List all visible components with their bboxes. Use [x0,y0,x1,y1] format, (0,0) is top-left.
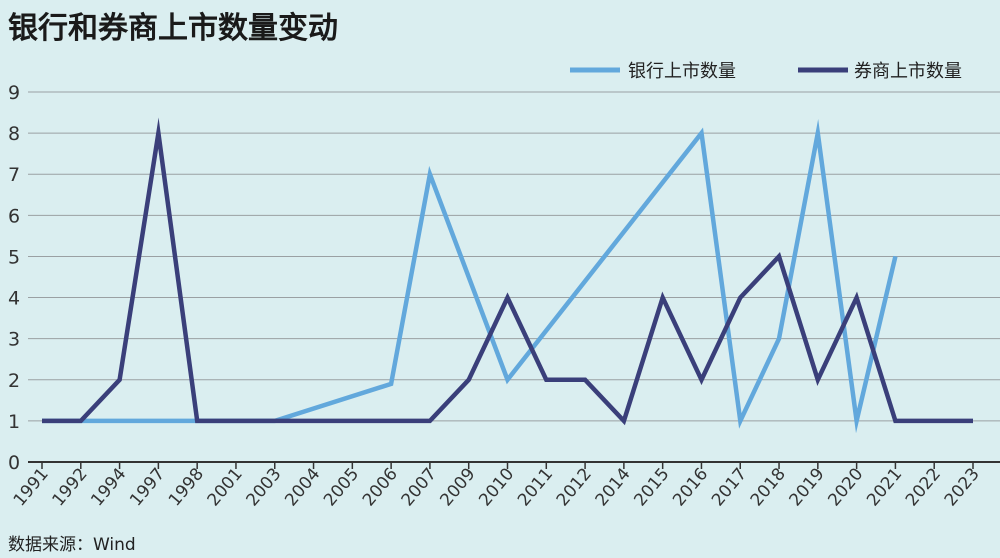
y-axis-ticks: 0 1 2 3 4 5 6 7 8 9 [8,82,20,474]
y-tick-label: 3 [8,329,20,351]
y-tick-label: 6 [8,205,20,227]
x-tick-label: 2017 [708,464,751,510]
x-tick-label: 2004 [281,464,324,510]
x-tick-label: 2022 [902,464,945,510]
x-tick-label: 2015 [630,464,673,510]
x-tick-label: 2023 [941,464,984,510]
y-tick-label: 4 [8,288,20,310]
y-tick-label: 8 [8,123,20,145]
x-axis: 1991199219941997199820012003200420052006… [10,461,1000,510]
y-tick-label: 9 [8,82,20,104]
x-tick-label: 2010 [475,464,518,510]
y-tick-label: 2 [8,370,20,392]
x-tick-label: 2018 [747,464,790,510]
x-tick-label: 1997 [126,464,169,510]
x-tick-label: 2020 [824,464,867,510]
x-tick-label: 2006 [359,464,402,510]
x-tick-label: 2003 [242,464,285,510]
x-tick-label: 2021 [863,464,906,510]
x-tick-label: 1998 [165,464,208,510]
y-tick-label: 5 [8,246,20,268]
x-tick-label: 1994 [87,464,130,510]
legend-label-broker: 券商上市数量 [854,61,962,82]
chart-title: 银行和券商上市数量变动 [8,11,338,46]
legend-label-bank: 银行上市数量 [628,61,736,82]
x-tick-label: 2011 [514,464,557,510]
bank-series-line [42,119,898,434]
x-tick-label: 1992 [48,464,91,510]
series-lines [41,117,974,434]
x-tick-label: 2001 [204,464,247,510]
x-tick-label: 2014 [592,464,635,510]
x-tick-label: 2016 [669,464,712,510]
x-tick-label: 2019 [786,464,829,510]
source-note: 数据来源：Wind [8,535,136,555]
x-tick-label: 2007 [398,464,441,510]
y-tick-label: 1 [8,411,20,433]
x-tick-label: 2012 [553,464,596,510]
x-tick-label: 2009 [436,464,479,510]
y-tick-label: 0 [8,452,20,474]
legend: 银行上市数量 券商上市数量 [570,61,962,82]
y-tick-label: 7 [8,164,20,186]
x-tick-label: 2005 [320,464,363,510]
